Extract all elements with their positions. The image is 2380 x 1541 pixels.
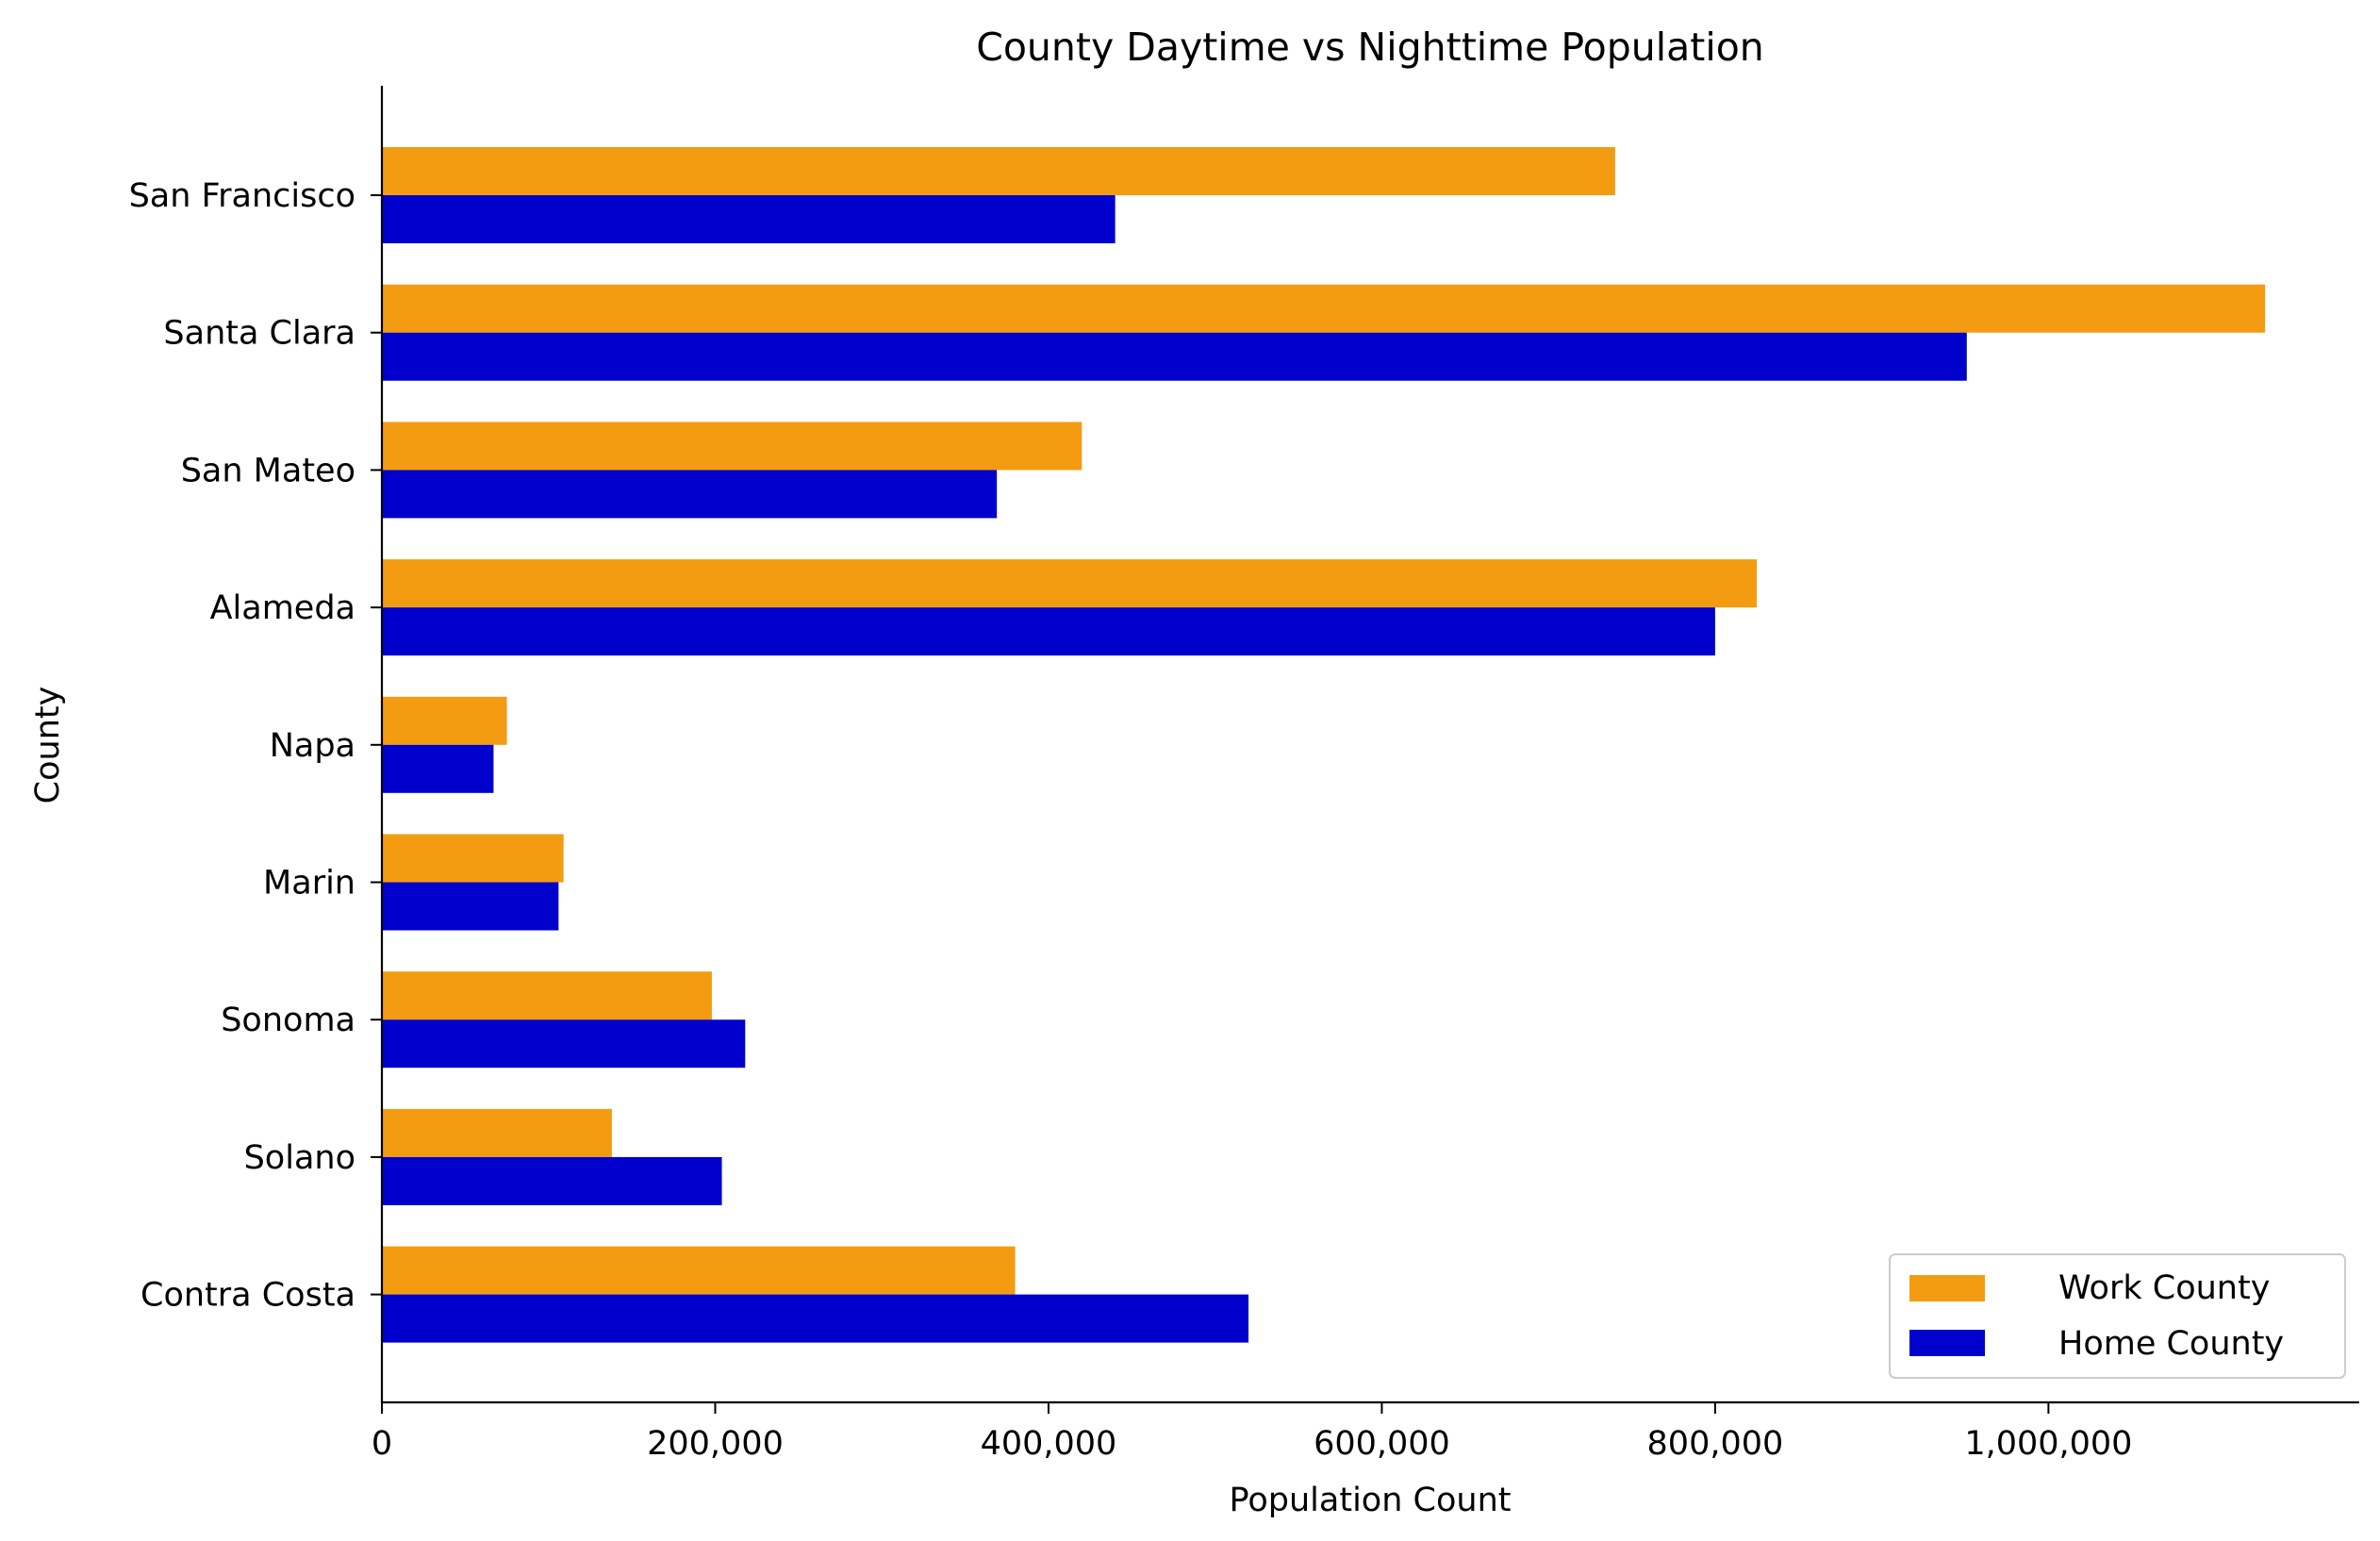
legend: Work County Home County bbox=[1889, 1253, 2346, 1379]
bar-san-mateo-work-county bbox=[382, 422, 1083, 471]
y-axis-label: County bbox=[29, 687, 67, 804]
x-tick-label: 0 bbox=[372, 1425, 392, 1463]
y-tick-label-alameda: Alameda bbox=[210, 589, 355, 627]
bars-group bbox=[382, 147, 2266, 1343]
y-tick-label-san-mateo: San Mateo bbox=[181, 452, 355, 489]
bar-marin-home-county bbox=[382, 882, 559, 931]
bar-san-francisco-home-county bbox=[382, 195, 1116, 243]
y-tick-label-solano: Solano bbox=[244, 1139, 355, 1177]
bar-solano-work-county bbox=[382, 1108, 612, 1157]
bar-sonoma-home-county bbox=[382, 1019, 746, 1069]
x-tick-label: 1,000,000 bbox=[1964, 1425, 2132, 1463]
legend-label-home-county: Home County bbox=[2058, 1325, 2284, 1363]
bar-alameda-home-county bbox=[382, 607, 1715, 656]
x-axis-ticks: 0 200,000 400,000 600,000 800,000 1,000,000 bbox=[372, 1402, 2132, 1463]
bar-contra-costa-work-county bbox=[382, 1246, 1016, 1295]
bar-contra-costa-home-county bbox=[382, 1294, 1249, 1343]
x-tick-label: 600,000 bbox=[1314, 1425, 1450, 1463]
x-axis-label: Population Count bbox=[1230, 1482, 1512, 1519]
bar-solano-home-county bbox=[382, 1156, 722, 1205]
bar-marin-work-county bbox=[382, 834, 564, 883]
legend-label-work-county: Work County bbox=[2058, 1269, 2270, 1307]
y-axis-ticks: San Francisco Santa Clara San Mateo Alameda… bbox=[129, 177, 382, 1315]
bar-san-mateo-home-county bbox=[382, 470, 998, 519]
y-tick-label-marin: Marin bbox=[263, 865, 355, 903]
bar-napa-home-county bbox=[382, 744, 494, 793]
y-tick-label-santa-clara: Santa Clara bbox=[163, 315, 355, 353]
y-tick-label-contra-costa: Contra Costa bbox=[140, 1277, 355, 1315]
bar-alameda-work-county bbox=[382, 559, 1758, 608]
y-tick-label-sonoma: Sonoma bbox=[221, 1002, 355, 1039]
legend-swatch-home-county bbox=[1909, 1330, 1985, 1356]
x-tick-label: 400,000 bbox=[981, 1425, 1117, 1463]
bar-san-francisco-work-county bbox=[382, 147, 1615, 195]
bar-sonoma-work-county bbox=[382, 971, 712, 1020]
legend-swatch-work-county bbox=[1909, 1275, 1985, 1301]
x-tick-label: 800,000 bbox=[1647, 1425, 1784, 1463]
bar-napa-work-county bbox=[382, 696, 507, 745]
bar-santa-clara-home-county bbox=[382, 332, 1967, 381]
y-tick-label-napa: Napa bbox=[270, 727, 355, 765]
x-tick-label: 200,000 bbox=[647, 1425, 784, 1463]
legend-frame bbox=[1889, 1253, 2346, 1379]
bar-santa-clara-work-county bbox=[382, 284, 2266, 333]
y-tick-label-san-francisco: San Francisco bbox=[129, 177, 355, 215]
chart-title: County Daytime vs Nighttime Population bbox=[976, 25, 1764, 70]
